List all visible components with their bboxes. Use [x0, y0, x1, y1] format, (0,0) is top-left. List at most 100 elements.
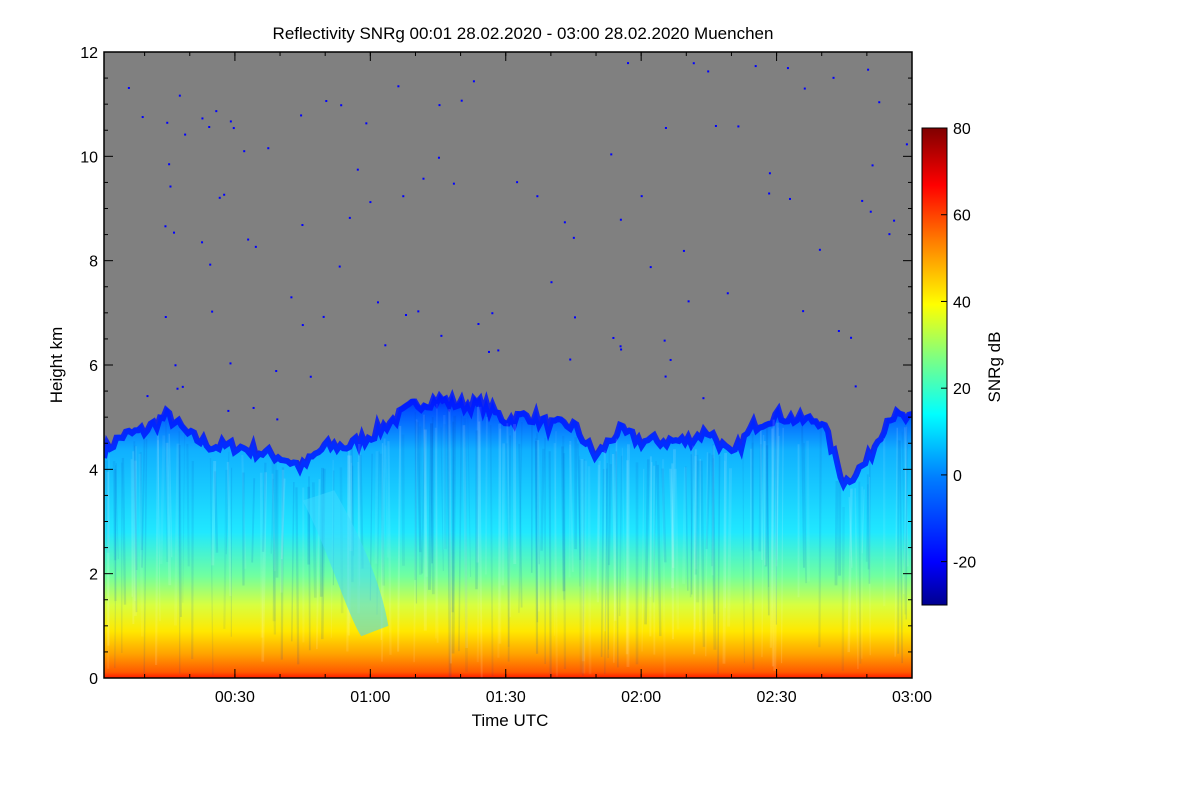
- noise-pixel: [768, 192, 771, 195]
- noise-pixel: [497, 349, 500, 352]
- noise-pixel: [275, 370, 278, 373]
- echo-texture: [182, 434, 186, 603]
- echo-texture: [251, 478, 256, 563]
- noise-pixel: [201, 117, 204, 120]
- y-tick-label: 8: [89, 254, 98, 271]
- echo-texture: [806, 440, 810, 582]
- echo-texture: [644, 459, 650, 625]
- echo-texture: [669, 468, 675, 568]
- echo-texture: [536, 440, 541, 612]
- noise-pixel: [384, 344, 387, 347]
- echo-texture: [164, 421, 169, 562]
- echo-texture: [751, 434, 755, 670]
- noise-pixel: [888, 233, 891, 236]
- noise-pixel: [573, 316, 576, 319]
- echo-texture: [764, 445, 769, 567]
- noise-pixel: [356, 168, 359, 171]
- noise-pixel: [878, 101, 881, 104]
- noise-pixel: [229, 120, 232, 123]
- echo-texture: [272, 460, 277, 622]
- echo-texture: [534, 440, 539, 654]
- noise-pixel: [893, 219, 896, 222]
- echo-texture: [414, 420, 417, 581]
- noise-pixel: [184, 133, 187, 136]
- echo-texture: [682, 467, 687, 584]
- echo-texture: [769, 419, 775, 648]
- noise-pixel: [174, 364, 177, 367]
- echo-texture: [458, 415, 463, 652]
- noise-pixel: [516, 181, 519, 184]
- noise-pixel: [702, 397, 705, 400]
- noise-pixel: [166, 121, 169, 124]
- echo-texture: [767, 423, 770, 588]
- echo-texture: [280, 478, 286, 560]
- noise-pixel: [619, 218, 622, 221]
- noise-pixel: [867, 68, 870, 71]
- echo-texture: [671, 463, 675, 640]
- noise-pixel: [707, 70, 710, 73]
- echo-texture: [569, 440, 574, 572]
- echo-texture: [596, 460, 601, 603]
- echo-texture: [711, 445, 715, 576]
- echo-texture: [615, 451, 619, 668]
- noise-pixel: [664, 126, 667, 129]
- echo-texture: [112, 461, 117, 602]
- noise-pixel: [438, 104, 441, 107]
- echo-texture: [553, 443, 558, 677]
- noise-pixel: [682, 249, 685, 252]
- echo-texture: [649, 456, 652, 637]
- noise-pixel: [146, 395, 149, 398]
- colorbar: -20 0 20 40 60 80: [921, 121, 976, 606]
- echo-texture: [259, 472, 264, 638]
- noise-pixel: [818, 248, 821, 251]
- echo-texture: [280, 467, 285, 660]
- noise-pixel: [871, 164, 874, 167]
- echo-texture: [384, 445, 389, 558]
- noise-pixel: [397, 85, 400, 88]
- echo-texture: [661, 468, 667, 563]
- echo-texture: [106, 471, 110, 646]
- echo-texture: [705, 453, 711, 550]
- echo-texture: [607, 464, 612, 566]
- echo-texture: [374, 451, 379, 564]
- echo-texture: [771, 428, 775, 667]
- echo-texture: [684, 466, 689, 591]
- noise-pixel: [550, 281, 553, 284]
- echo-texture: [561, 446, 566, 592]
- colorbar-tick-label: 40: [953, 294, 971, 311]
- noise-pixel: [181, 385, 184, 388]
- echo-texture: [121, 457, 127, 605]
- echo-texture: [159, 435, 166, 564]
- noise-pixel: [252, 406, 255, 409]
- echo-texture: [848, 497, 853, 568]
- echo-texture: [478, 421, 483, 678]
- echo-texture: [139, 452, 143, 551]
- echo-texture: [497, 428, 502, 658]
- noise-pixel: [254, 245, 257, 248]
- echo-texture: [693, 449, 697, 655]
- echo-texture: [130, 459, 134, 597]
- noise-pixel: [472, 80, 475, 83]
- echo-texture: [580, 459, 585, 662]
- noise-pixel: [229, 362, 232, 365]
- noise-pixel: [477, 322, 480, 325]
- echo-texture: [868, 477, 871, 656]
- noise-pixel: [612, 336, 615, 339]
- noise-pixel: [850, 336, 853, 339]
- noise-pixel: [854, 385, 857, 388]
- echo-texture: [416, 422, 422, 553]
- echo-texture: [704, 452, 709, 657]
- y-tick-label: 10: [80, 149, 98, 166]
- echo-texture: [858, 481, 862, 664]
- echo-texture: [154, 435, 160, 665]
- noise-pixel: [340, 104, 343, 107]
- echo-texture: [295, 487, 300, 665]
- echo-texture: [448, 409, 452, 664]
- echo-texture: [434, 427, 439, 643]
- echo-texture: [114, 463, 117, 669]
- noise-pixel: [726, 292, 729, 295]
- echo-texture: [105, 460, 110, 553]
- echo-region: [104, 62, 912, 678]
- noise-pixel: [572, 236, 575, 239]
- echo-texture: [443, 424, 447, 550]
